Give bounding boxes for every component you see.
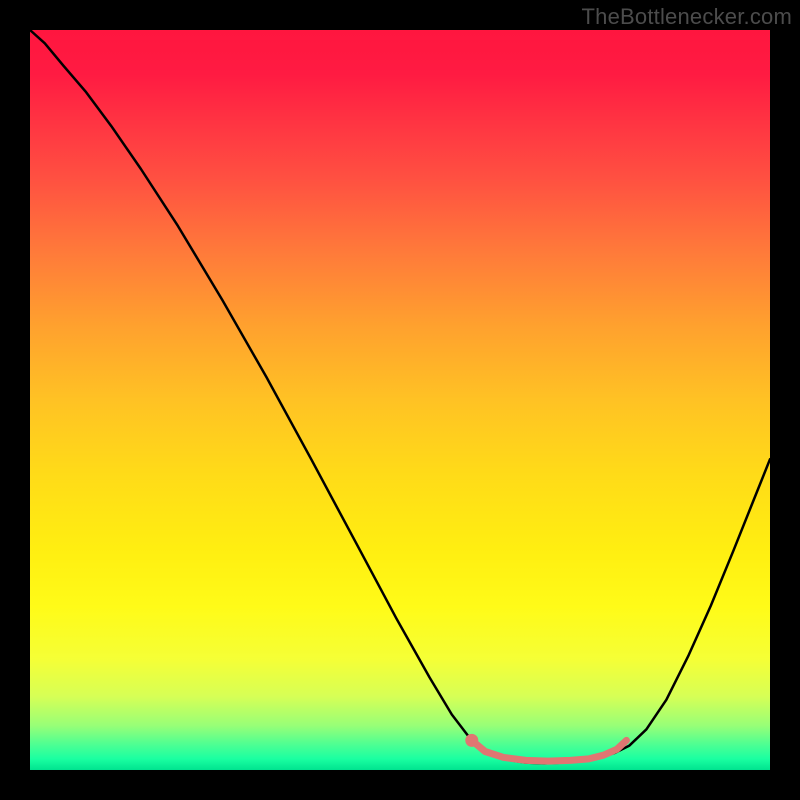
gradient-panel <box>30 30 770 770</box>
chart-svg <box>0 0 800 800</box>
chart-container: TheBottlenecker.com <box>0 0 800 800</box>
watermark-text: TheBottlenecker.com <box>582 4 792 30</box>
optimal-marker <box>465 734 478 747</box>
